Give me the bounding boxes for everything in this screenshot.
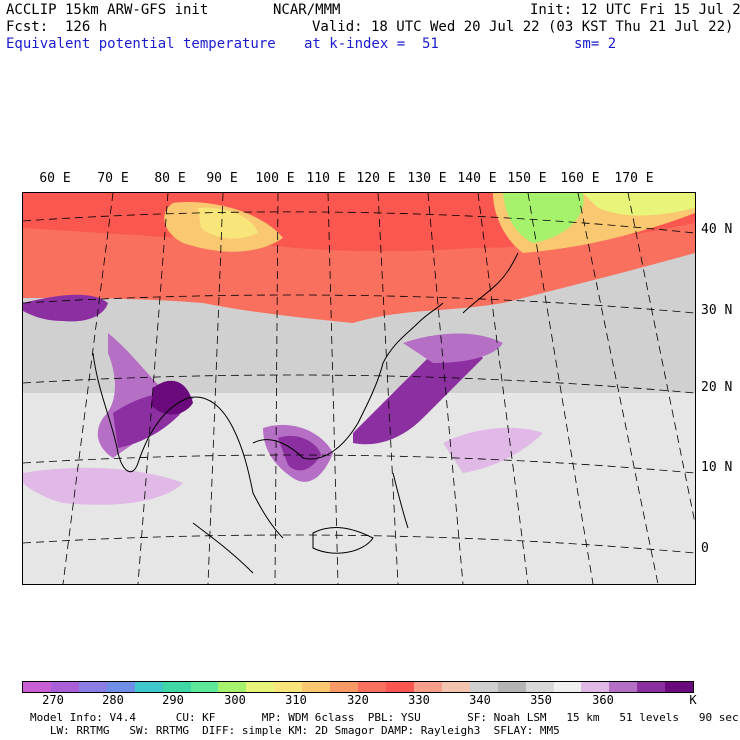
colorbar-swatch xyxy=(78,682,107,692)
colorbar-swatch xyxy=(190,682,219,692)
colorbar-unit: K xyxy=(689,693,697,707)
lon-label: 140 E xyxy=(457,171,497,186)
field-mongolia-core xyxy=(198,207,258,239)
smoothing-label: sm= 2 xyxy=(574,36,617,52)
colorbar-swatch xyxy=(218,682,247,692)
gridline-lat xyxy=(23,454,695,474)
colorbar-tick-label: 350 xyxy=(530,693,552,707)
lon-label: 110 E xyxy=(306,171,346,186)
gridline-lat xyxy=(23,211,695,234)
level-label: at k-index = 51 xyxy=(304,36,439,52)
lat-label: 20 N xyxy=(701,380,733,395)
colorbar-swatch xyxy=(246,682,275,692)
colorbar xyxy=(22,681,694,693)
field-purple-bengal xyxy=(151,380,193,415)
lat-label: 30 N xyxy=(701,303,733,318)
gridline-lon xyxy=(627,193,695,524)
colorbar-swatch xyxy=(274,682,303,692)
coastline-sumatra xyxy=(192,522,254,574)
lon-label: 100 E xyxy=(255,171,295,186)
gridline-lon xyxy=(427,193,464,584)
coastline-philippines xyxy=(392,472,409,529)
org-label: NCAR/MMM xyxy=(273,2,341,18)
colorbar-tick-label: 360 xyxy=(592,693,614,707)
lon-label: 70 E xyxy=(97,171,129,186)
colorbar-swatch xyxy=(469,682,498,692)
gridline-lon xyxy=(527,193,594,584)
lon-label: 90 E xyxy=(206,171,238,186)
valid-time: Valid: 18 UTC Wed 20 Jul 22 (03 KST Thu … xyxy=(312,19,734,35)
gridline-lon xyxy=(62,193,114,584)
model-info-line1: Model Info: V4.4 CU: KF MP: WDM 6class P… xyxy=(30,711,739,724)
lon-label: 160 E xyxy=(560,171,600,186)
gridline-lon xyxy=(577,193,659,584)
coastlines xyxy=(92,252,519,574)
lat-label: 10 N xyxy=(701,460,733,475)
init-time: Init: 12 UTC Fri 15 Jul 22 xyxy=(530,2,740,18)
colorbar-swatch xyxy=(637,682,666,692)
colorbar-tick-label: 330 xyxy=(408,693,430,707)
colorbar-swatch xyxy=(23,682,51,692)
lon-label: 120 E xyxy=(356,171,396,186)
lat-label: 0 xyxy=(701,541,709,556)
colorbar-swatch xyxy=(497,682,526,692)
colorbar-tick-label: 310 xyxy=(285,693,307,707)
gridline-lat xyxy=(23,374,695,394)
graticule xyxy=(23,193,695,584)
gridline-lon xyxy=(477,193,529,584)
lon-label: 130 E xyxy=(407,171,447,186)
field-purple-east-china-sea xyxy=(403,333,503,363)
coastline-japan xyxy=(462,252,519,314)
field-purple-pacific xyxy=(353,347,483,445)
colorbar-tick-label: 290 xyxy=(162,693,184,707)
field-purple-tibet xyxy=(23,294,108,322)
theta-e-field xyxy=(23,193,695,584)
field-ne-cool xyxy=(503,193,584,243)
colorbar-swatch xyxy=(665,682,694,692)
gridline-lon xyxy=(377,193,399,584)
colorbar-swatch xyxy=(302,682,331,692)
coastline-south-asia xyxy=(92,352,284,539)
colorbar-tick-label: 270 xyxy=(42,693,64,707)
colorbar-swatch xyxy=(106,682,135,692)
colorbar-swatch xyxy=(413,682,442,692)
forecast-hour: Fcst: 126 h xyxy=(6,19,108,35)
lat-label: 40 N xyxy=(701,222,733,237)
field-light-purple-indian-ocean xyxy=(23,467,183,505)
colorbar-swatch xyxy=(385,682,414,692)
coastline-east-asia xyxy=(252,302,444,460)
colorbar-swatch xyxy=(162,682,191,692)
lon-label: 170 E xyxy=(614,171,654,186)
field-light-purple-pacific xyxy=(443,427,543,473)
gridline-lon xyxy=(327,193,339,584)
field-ne-yellow xyxy=(583,193,695,216)
coastline-borneo xyxy=(312,527,374,554)
colorbar-swatch xyxy=(134,682,163,692)
colorbar-tick-label: 340 xyxy=(469,693,491,707)
colorbar-swatch xyxy=(50,682,79,692)
gridline-lon xyxy=(274,193,279,584)
gridline-lon xyxy=(207,193,224,584)
lon-label: 60 E xyxy=(39,171,71,186)
field-purple-indochina xyxy=(278,435,321,471)
colorbar-swatch xyxy=(441,682,470,692)
colorbar-tick-label: 320 xyxy=(347,693,369,707)
colorbar-swatch xyxy=(609,682,638,692)
lon-label: 150 E xyxy=(507,171,547,186)
gridline-lon xyxy=(137,193,169,584)
colorbar-swatch xyxy=(358,682,386,692)
model-title: ACCLIP 15km ARW-GFS init xyxy=(6,2,209,18)
gridline-lat xyxy=(23,294,695,314)
colorbar-swatch xyxy=(581,682,610,692)
model-info-line2: LW: RRTMG SW: RRTMG DIFF: simple KM: 2D … xyxy=(30,724,560,737)
colorbar-tick-label: 300 xyxy=(224,693,246,707)
colorbar-swatch xyxy=(553,682,582,692)
field-name: Equivalent potential temperature xyxy=(6,36,276,52)
colorbar-swatch xyxy=(330,682,359,692)
colorbar-tick-label: 280 xyxy=(102,693,124,707)
gridline-lat xyxy=(23,534,695,554)
lon-label: 80 E xyxy=(154,171,186,186)
map-panel xyxy=(22,192,696,585)
colorbar-swatch xyxy=(525,682,554,692)
